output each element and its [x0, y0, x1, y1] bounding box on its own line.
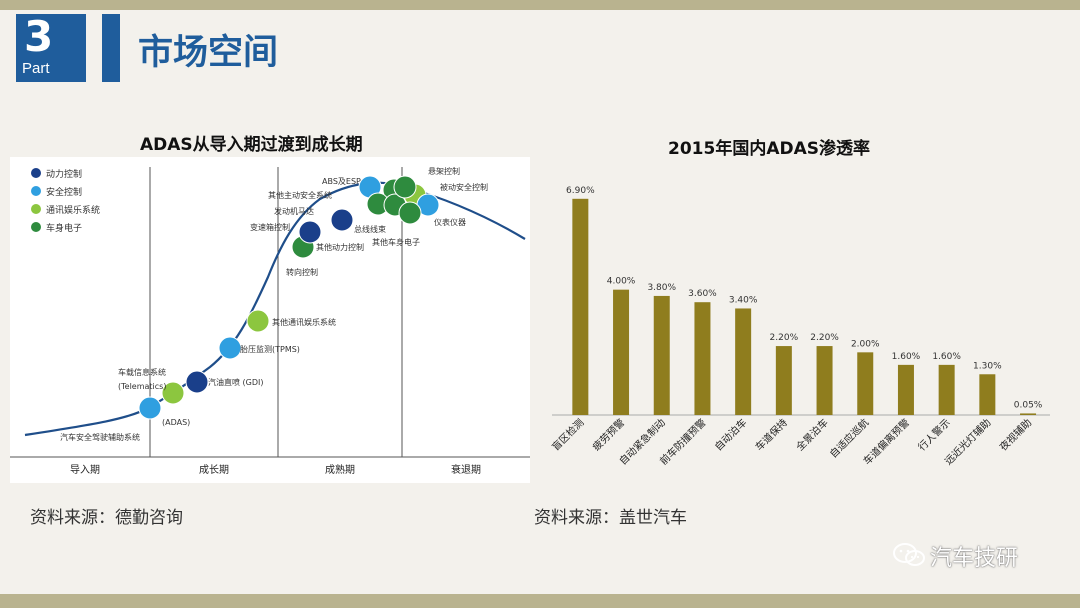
lifecycle-point-label: 其他动力控制	[316, 242, 364, 252]
category-label: 全景泊车	[793, 416, 830, 453]
lifecycle-point-label: 车载信息系统	[118, 367, 166, 377]
legend-dot	[31, 168, 41, 178]
lifecycle-point-label: 悬架控制	[428, 166, 460, 176]
lifecycle-points: 汽车安全驾驶辅助系统 车载信息系统 (Telematics) (ADAS) 汽油直喷 (…	[60, 166, 488, 442]
lifecycle-chart: 动力控制安全控制通讯娱乐系统 车身电子 导入期 成长期 成熟期 衰退期 汽车安全驾驶辅助…	[10, 157, 530, 483]
lifecycle-bubble	[185, 370, 209, 394]
phase-label: 导入期	[70, 464, 100, 476]
lifecycle-point-label: 其他通讯娱乐系统	[272, 317, 336, 327]
bar-value-label: 4.00%	[607, 277, 636, 287]
bottom-accent-bar	[0, 594, 1080, 608]
bar-value-label: 3.80%	[647, 283, 676, 293]
lifecycle-bubble	[298, 220, 322, 244]
bar-chart-svg: 6.90%盲区检测4.00%疲劳预警3.80%自动紧急制动3.60%前车防撞预警…	[549, 186, 1050, 468]
bar	[572, 198, 589, 415]
bar-value-label: 1.60%	[892, 352, 921, 362]
category-label: 盲区检测	[549, 416, 586, 453]
top-accent-bar	[0, 0, 1080, 10]
bar-value-label: 2.20%	[810, 333, 839, 343]
category-label: 夜视辅助	[997, 416, 1034, 453]
category-label: 疲劳预警	[590, 416, 627, 453]
lifecycle-bubble	[330, 208, 354, 232]
category-label: 自动泊车	[712, 416, 749, 453]
lifecycle-point-label: 转向控制	[286, 267, 318, 277]
bar	[938, 364, 955, 415]
lifecycle-bubble	[161, 381, 185, 405]
bar	[653, 295, 670, 415]
lifecycle-point-label: 发动机马达	[274, 206, 314, 216]
lifecycle-point-label: 被动安全控制	[440, 182, 488, 192]
category-label: 车道保持	[752, 416, 789, 453]
bar	[775, 346, 792, 415]
lifecycle-point-label: (ADAS)	[162, 418, 190, 427]
legend-dot	[31, 186, 41, 196]
lifecycle-point-label: 总线线束	[354, 224, 386, 234]
watermark-text: 汽车技研	[930, 546, 1019, 571]
legend-label: 安全控制	[46, 186, 82, 198]
lifecycle-bubble	[138, 396, 162, 420]
bar	[613, 289, 630, 415]
phase-label: 成熟期	[325, 463, 355, 476]
wechat-icon	[893, 543, 925, 566]
category-label: 行人警示	[915, 416, 952, 453]
lifecycle-point-label: 仪表仪器	[434, 217, 466, 227]
bar-value-label: 2.20%	[770, 333, 799, 343]
part-number: 3	[24, 12, 54, 61]
bar-value-label: 1.30%	[973, 361, 1002, 371]
bar	[897, 364, 914, 415]
legend-label: 动力控制	[46, 168, 82, 180]
legend-dot	[31, 222, 41, 232]
bar-value-label: 1.60%	[932, 352, 961, 362]
bar-source: 资料来源：盖世汽车	[534, 508, 687, 528]
bar-series: 6.90%盲区检测4.00%疲劳预警3.80%自动紧急制动3.60%前车防撞预警…	[549, 186, 1043, 468]
lifecycle-bubble	[246, 309, 270, 333]
bar-value-label: 3.60%	[688, 289, 717, 299]
category-label: 自适应巡航	[827, 416, 872, 461]
bar-value-label: 2.00%	[851, 339, 880, 349]
bar	[857, 352, 874, 415]
legend-label: 通讯娱乐系统	[46, 204, 100, 216]
phase-label: 成长期	[199, 464, 229, 476]
lifecycle-phases: 导入期 成长期 成熟期 衰退期	[70, 463, 481, 476]
bar	[979, 374, 996, 415]
lifecycle-bubble	[398, 201, 422, 225]
bar-chart: 6.90% 盲区检测 4.00% 疲劳预警 3.80% 自动紧急制动 3.60% 前车防撞预警…	[546, 160, 1056, 490]
lifecycle-bubble	[218, 336, 242, 360]
bar-value-label: 6.90%	[566, 186, 595, 196]
lifecycle-point-label: 其他主动安全系统	[268, 190, 332, 200]
bar-value-label: 0.05%	[1014, 400, 1043, 410]
bar	[735, 308, 752, 415]
lifecycle-source: 资料来源：德勤咨询	[30, 508, 183, 528]
lifecycle-point-label: 其他车身电子	[372, 237, 420, 247]
lifecycle-chart-title: ADAS从导入期过渡到成长期	[140, 135, 363, 155]
bar-chart-title: 2015年国内ADAS渗透率	[668, 139, 870, 159]
slide-title: 市场空间	[138, 33, 279, 73]
lifecycle-bubble	[393, 175, 417, 199]
bar	[1020, 413, 1037, 415]
lifecycle-point-label: 胎压监测(TPMS)	[240, 344, 300, 354]
bar	[816, 346, 833, 415]
lifecycle-point-label: 汽油直喷 (GDI)	[208, 377, 264, 387]
title-accent	[102, 14, 120, 82]
bar-value-label: 3.40%	[729, 295, 758, 305]
legend-label: 车身电子	[46, 222, 82, 234]
bar	[694, 302, 711, 415]
lifecycle-point-label: ABS及ESP	[322, 177, 361, 186]
legend-dot	[31, 204, 41, 214]
part-badge: 3 Part	[16, 12, 86, 82]
lifecycle-point-label: (Telematics)	[118, 382, 166, 391]
phase-label: 衰退期	[451, 463, 481, 476]
lifecycle-point-label: 汽车安全驾驶辅助系统	[60, 432, 140, 442]
lifecycle-point-label: 变速箱控制	[250, 222, 290, 232]
part-word: Part	[22, 60, 50, 77]
